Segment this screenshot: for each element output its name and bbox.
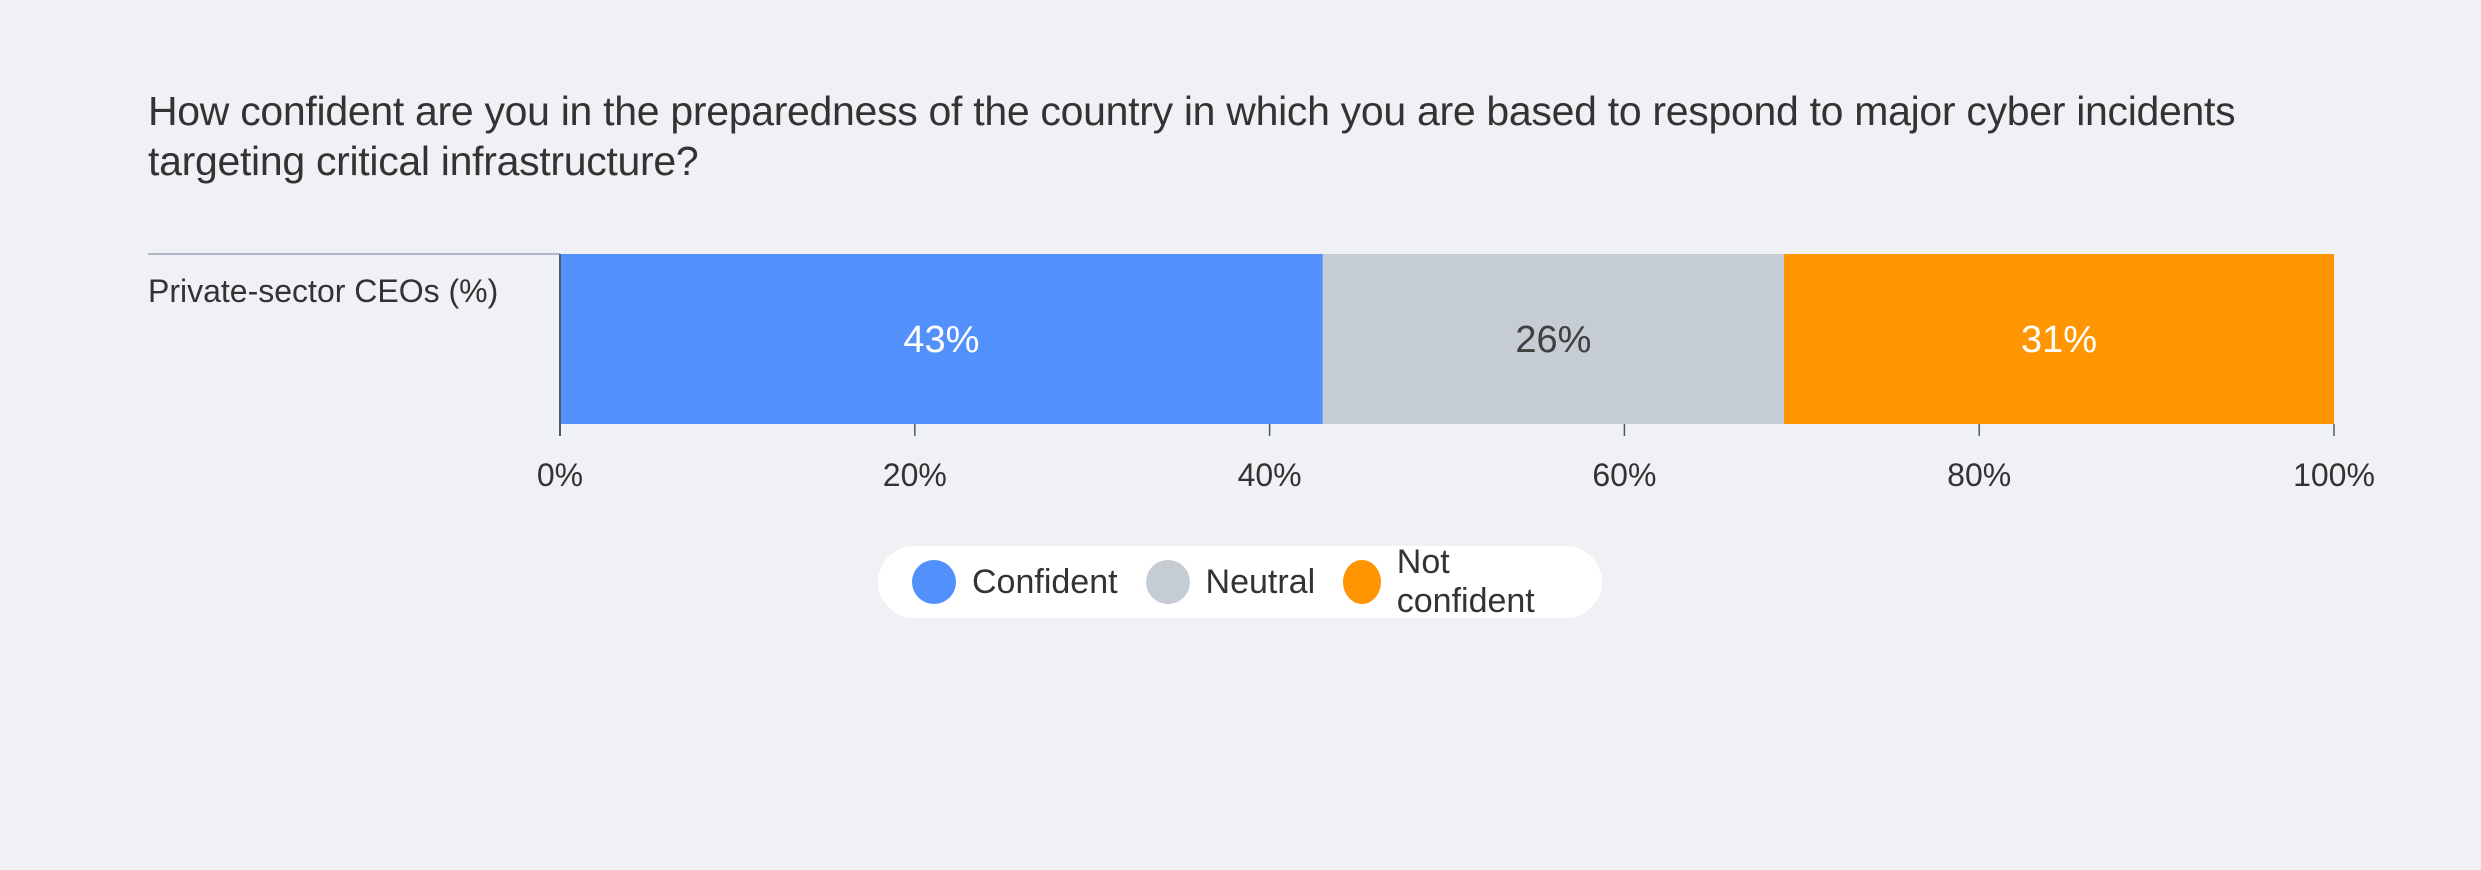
category-label: Private-sector CEOs (%)	[148, 273, 498, 309]
legend-label-confident: Confident	[972, 562, 1118, 601]
x-tick-label: 40%	[1238, 457, 1302, 493]
bar-segment-neutral	[1322, 254, 1785, 424]
x-tick-label: 20%	[883, 457, 947, 493]
legend-swatch-confident	[912, 560, 956, 604]
data-label-not-confident: 31%	[2021, 319, 2097, 361]
bar-segment-confident	[560, 254, 1323, 424]
x-tick-label: 100%	[2293, 457, 2375, 493]
legend-item-not-confident: Not confident	[1343, 543, 1568, 621]
data-label-confident: 43%	[903, 319, 979, 361]
legend-swatch-not-confident	[1343, 560, 1381, 604]
bars-layer	[560, 254, 2334, 424]
x-tick-label: 80%	[1947, 457, 2011, 493]
legend-label-neutral: Neutral	[1205, 562, 1316, 601]
x-tick-label: 60%	[1592, 457, 1656, 493]
axis-layer	[148, 253, 2335, 436]
bar-segment-not-confident	[1784, 254, 2334, 424]
legend-label-not-confident: Not confident	[1396, 543, 1535, 620]
legend-item-confident: Confident	[912, 560, 1118, 604]
labels-layer: Private-sector CEOs (%) 43% 26% 31% 0% 20% 40%…	[148, 273, 2375, 493]
x-tick-label: 0%	[537, 457, 583, 493]
chart-legend: Confident Neutral Not confident	[878, 543, 1602, 621]
legend-swatch-neutral	[1145, 560, 1190, 604]
legend-item-neutral: Neutral	[1145, 560, 1316, 604]
data-label-neutral: 26%	[1515, 319, 1591, 361]
chart-title: How confident are you in the preparednes…	[148, 88, 2236, 184]
